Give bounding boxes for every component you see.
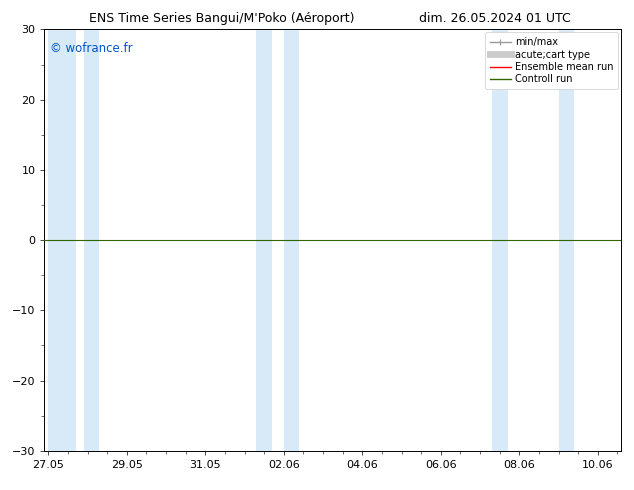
- Bar: [48, 29, 76, 451]
- Legend: min/max, acute;cart type, Ensemble mean run, Controll run: min/max, acute;cart type, Ensemble mean …: [485, 32, 618, 89]
- Bar: [559, 29, 574, 451]
- Bar: [256, 29, 272, 451]
- Bar: [284, 29, 299, 451]
- Text: dim. 26.05.2024 01 UTC: dim. 26.05.2024 01 UTC: [418, 12, 571, 25]
- Text: © wofrance.fr: © wofrance.fr: [50, 42, 133, 55]
- Bar: [492, 29, 507, 451]
- Text: ENS Time Series Bangui/M'Poko (Aéroport): ENS Time Series Bangui/M'Poko (Aéroport): [89, 12, 354, 25]
- Bar: [84, 29, 100, 451]
